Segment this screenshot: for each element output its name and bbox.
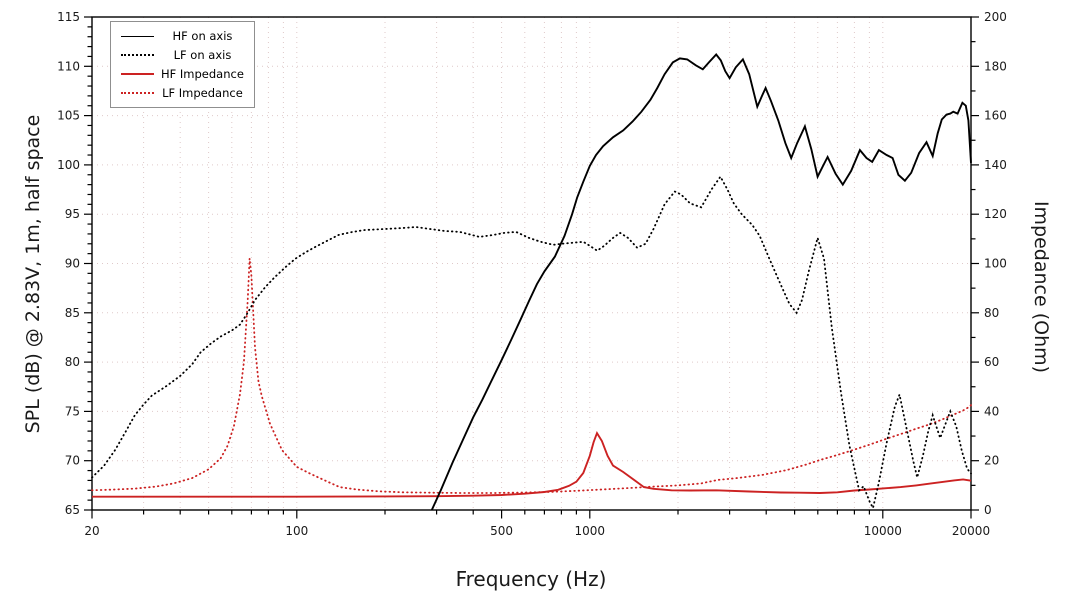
x-axis-label: Frequency (Hz)	[455, 567, 607, 591]
x-tick-label: 20000	[952, 524, 990, 538]
legend-line-sample-hf-on-axis	[121, 35, 154, 37]
y-left-tick-label: 100	[57, 158, 80, 172]
legend-line-sample-hf-impedance	[121, 73, 154, 75]
y-left-tick-label: 70	[65, 454, 80, 468]
series-lf-impedance	[91, 258, 972, 494]
y-right-tick-label: 200	[984, 10, 1007, 24]
grid-lines	[92, 17, 971, 510]
x-tick-label: 500	[490, 524, 513, 538]
y-left-tick-label: 65	[65, 503, 80, 517]
series-hf-on-axis	[430, 53, 972, 511]
y-axis-left-ticks: 65 70 75 80 85 90 95 100 105 110 115	[57, 10, 92, 517]
y-right-tick-label: 140	[984, 158, 1007, 172]
y-left-tick-label: 95	[65, 207, 80, 221]
y-right-tick-label: 80	[984, 306, 999, 320]
y-left-tick-label: 110	[57, 59, 80, 73]
y-left-tick-label: 75	[65, 404, 80, 418]
y-right-tick-label: 160	[984, 109, 1007, 123]
y-axis-label-right: Impedance (Ohm)	[1030, 200, 1052, 374]
legend-label: LF Impedance	[162, 86, 243, 100]
chart-legend: HF on axis LF on axis HF Impedance LF Im…	[110, 21, 255, 108]
legend-label: LF on axis	[173, 48, 232, 62]
y-left-tick-label: 115	[57, 10, 80, 24]
x-tick-label: 10000	[864, 524, 902, 538]
y-right-tick-label: 100	[984, 257, 1007, 271]
y-right-tick-label: 120	[984, 207, 1007, 221]
x-axis-ticks: 20 100 500 1000 10000 20000	[84, 510, 990, 538]
y-left-tick-label: 85	[65, 306, 80, 320]
x-tick-label: 100	[285, 524, 308, 538]
y-axis-label-left: SPL (dB) @ 2.83V, 1m, half space	[22, 114, 44, 434]
y-right-tick-label: 20	[984, 454, 999, 468]
series-lf-on-axis	[91, 174, 972, 511]
series-hf-impedance	[92, 430, 972, 498]
y-left-tick-label: 105	[57, 109, 80, 123]
y-left-tick-label: 90	[65, 257, 80, 271]
legend-label: HF on axis	[172, 29, 233, 43]
legend-item-lf-impedance: LF Impedance	[116, 85, 249, 101]
y-left-tick-label: 80	[65, 355, 80, 369]
y-right-tick-label: 180	[984, 59, 1007, 73]
x-tick-label: 1000	[575, 524, 606, 538]
x-tick-label: 20	[84, 524, 99, 538]
legend-label: HF Impedance	[161, 67, 244, 81]
legend-item-lf-on-axis: LF on axis	[116, 47, 249, 63]
y-right-tick-label: 40	[984, 404, 999, 418]
legend-item-hf-on-axis: HF on axis	[116, 28, 249, 44]
y-axis-right-ticks: 0 20 40 60 80 100 120 140 160 180 200	[971, 10, 1007, 517]
legend-line-sample-lf-impedance	[121, 92, 154, 94]
legend-line-sample-lf-on-axis	[121, 54, 154, 56]
y-right-tick-label: 0	[984, 503, 992, 517]
legend-item-hf-impedance: HF Impedance	[116, 66, 249, 82]
y-right-tick-label: 60	[984, 355, 999, 369]
